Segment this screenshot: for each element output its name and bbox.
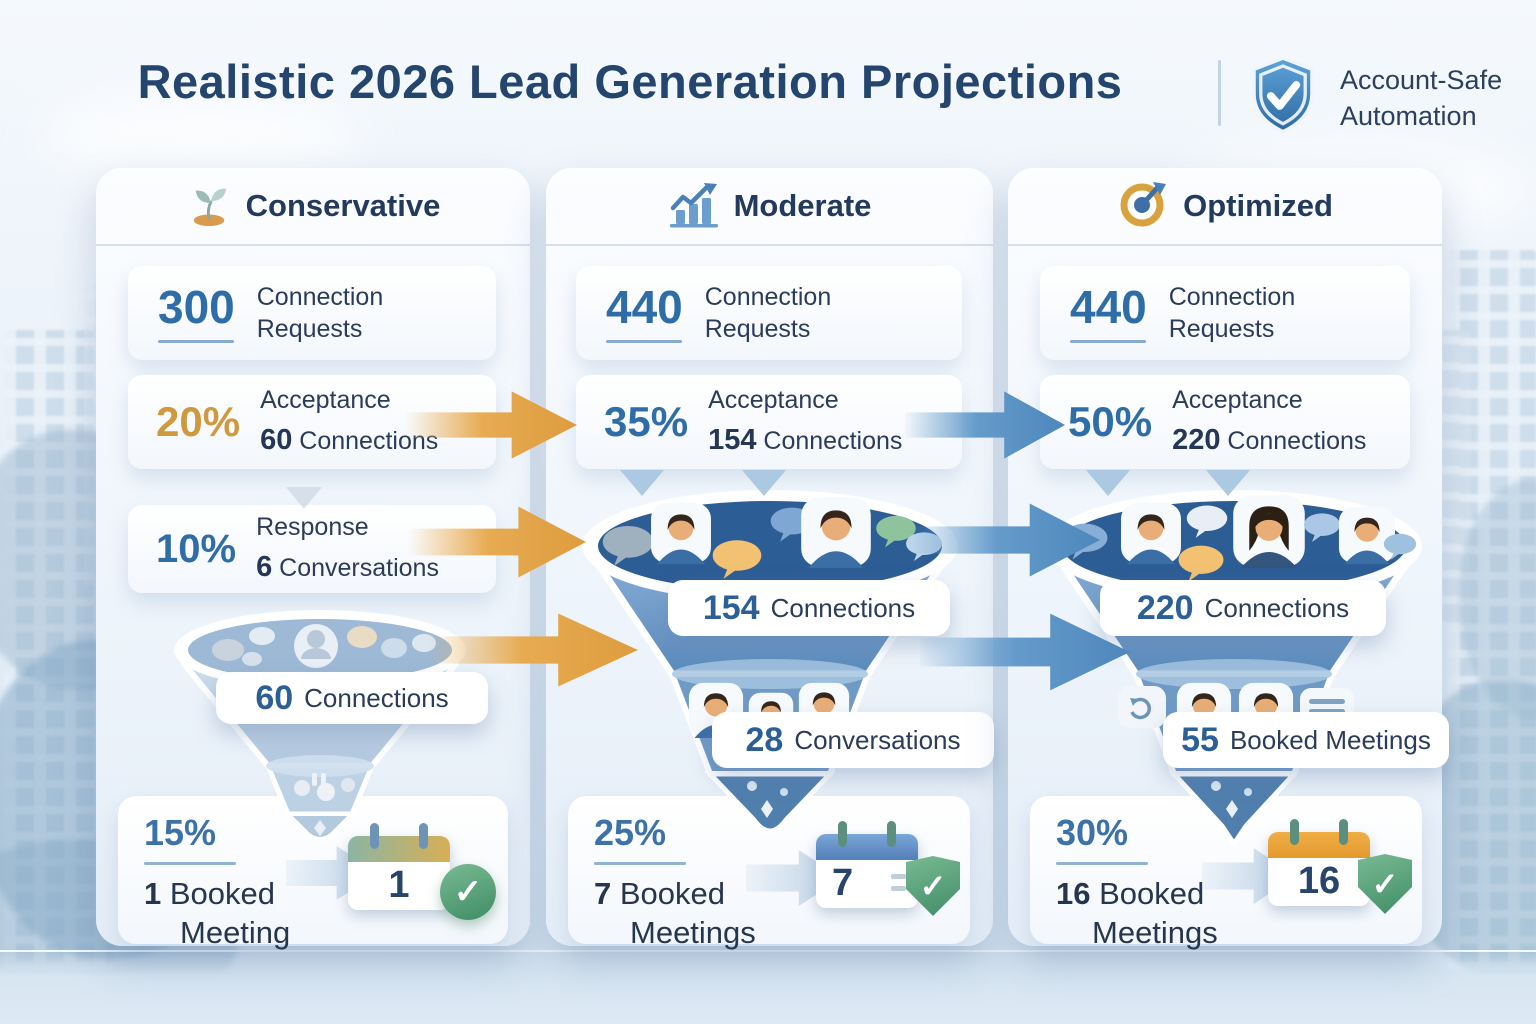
booked-text-block: 25% 7 Booked Meetings (594, 812, 756, 953)
refresh-chip (1118, 686, 1166, 728)
requests-card: 300 Connection Requests (128, 266, 496, 360)
booked-percent: 15% (144, 812, 217, 853)
acceptance-percent: 50% (1068, 398, 1153, 445)
calendar-value: 16 (1297, 859, 1341, 902)
acceptance-label-block: Acceptance 220 Connections (1172, 385, 1367, 457)
acceptance-label-block: Acceptance 60 Connections (260, 385, 439, 457)
calendar-icon: 16 ✓ (1268, 819, 1412, 914)
panel-optimized: Optimized 440 Connection Requests 50% Acc… (1008, 168, 1449, 950)
response-card: 10% Response 6 Conversations (128, 505, 496, 593)
panel-header: Conservative (96, 168, 530, 246)
requests-value-block: 440 (1070, 284, 1147, 343)
requests-card: 440 Connection Requests (576, 266, 962, 360)
booked-card: 25% 7 Booked Meetings 7 ✓ (568, 796, 970, 950)
calendar-icon: 1 ✓ (348, 823, 496, 920)
check-icon: ✓ (440, 864, 496, 920)
requests-label: Connection Requests (1168, 282, 1296, 344)
requests-value: 440 (1070, 280, 1147, 333)
requests-label: Connection Requests (256, 282, 384, 344)
booked-line2: Meetings (1092, 914, 1218, 950)
ground-decoration (0, 950, 1536, 1024)
booked-line: 1 Booked (144, 876, 276, 911)
acceptance-percent: 35% (604, 398, 689, 445)
funnel-stage-pill: 60 Connections (216, 672, 488, 724)
funnel-stage-pill: 154 Connections (668, 580, 950, 636)
calendar-header (348, 836, 450, 862)
booked-text-block: 15% 1 Booked Meeting (144, 812, 290, 953)
panel-moderate: Moderate 440 Connection Requests 35% Acce… (546, 168, 994, 950)
check-icon: ✓ (1358, 854, 1412, 914)
underline (1056, 862, 1148, 865)
acceptance-card: 35% Acceptance 154 Connections (576, 375, 962, 469)
requests-label: Connection Requests (704, 282, 832, 344)
panel-title: Conservative (245, 188, 441, 223)
panel-title: Optimized (1183, 188, 1333, 223)
cloud-decoration (40, 90, 360, 180)
header-divider (1218, 60, 1221, 126)
requests-card: 440 Connection Requests (1040, 266, 1410, 360)
sprout-icon (186, 181, 232, 232)
page-title: Realistic 2026 Lead Generation Projectio… (137, 55, 1123, 108)
badge-text: Account-Safe Automation (1340, 65, 1503, 131)
calendar-value: 7 (832, 861, 854, 904)
requests-value: 440 (606, 280, 683, 333)
booked-percent: 30% (1056, 812, 1129, 853)
account-safe-badge: Account-Safe Automation (1246, 56, 1502, 141)
underline (144, 862, 236, 865)
panel-header: Moderate (546, 168, 993, 246)
target-icon (1117, 178, 1169, 235)
booked-text-block: 30% 16 Booked Meetings (1056, 812, 1218, 953)
acceptance-label-block: Acceptance 154 Connections (708, 385, 903, 457)
panel-header: Optimized (1008, 168, 1442, 246)
booked-line: 16 Booked (1056, 876, 1205, 911)
funnel-stage-pill: 220 Connections (1100, 580, 1386, 636)
booked-card: 15% 1 Booked Meeting 1 ✓ (118, 796, 508, 950)
funnel-moderate (582, 490, 958, 834)
calendar-header (1268, 832, 1370, 858)
underline (606, 339, 682, 343)
funnel-stage-pill: 28 Conversations (712, 712, 994, 768)
check-icon: ✓ (906, 856, 960, 916)
requests-value-block: 300 (158, 284, 235, 343)
calendar-icon: 7 ✓ (816, 821, 960, 916)
booked-line2: Meetings (630, 914, 756, 950)
calendar-value: 1 (388, 863, 410, 906)
growth-chart-icon (668, 180, 720, 233)
underline (594, 862, 686, 865)
booked-line2: Meeting (180, 914, 291, 950)
response-percent: 10% (156, 527, 237, 571)
requests-value: 300 (158, 280, 235, 333)
response-label-block: Response 6 Conversations (256, 512, 439, 584)
booked-percent: 25% (594, 812, 667, 853)
requests-value-block: 440 (606, 284, 683, 343)
acceptance-percent: 20% (156, 398, 241, 445)
underline (158, 339, 234, 343)
calendar-header (816, 834, 918, 860)
panel-conservative: Conservative 300 Connection Requests 20% … (96, 168, 530, 950)
booked-line: 7 Booked (594, 876, 726, 911)
funnel-stage-pill: 55 Booked Meetings (1163, 712, 1449, 768)
acceptance-card: 50% Acceptance 220 Connections (1040, 375, 1410, 469)
underline (1070, 339, 1146, 343)
calendar-dashes (891, 874, 906, 898)
shield-check-icon (1246, 56, 1320, 141)
panel-title: Moderate (733, 188, 872, 223)
building-decoration (1448, 250, 1536, 970)
